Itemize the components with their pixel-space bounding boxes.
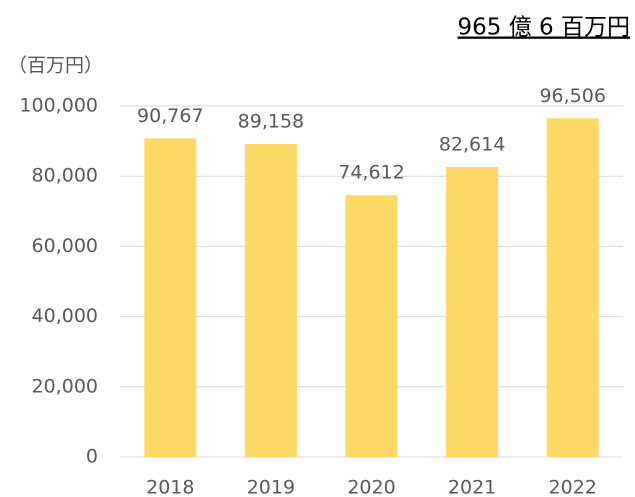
chart-title: 965 億 6 百万円 <box>458 15 630 41</box>
bar <box>144 138 197 457</box>
y-tick-label: 100,000 <box>19 95 98 117</box>
x-tick-label: 2019 <box>247 477 295 497</box>
y-tick-label: 80,000 <box>32 165 98 187</box>
y-tick-label: 0 <box>86 446 98 468</box>
bar <box>244 144 297 457</box>
value-label: 74,612 <box>338 162 404 184</box>
y-tick-label: 20,000 <box>32 375 98 397</box>
value-label: 96,506 <box>539 85 605 107</box>
bar <box>546 118 599 457</box>
value-label: 90,767 <box>137 105 203 127</box>
y-axis-label: （百万円） <box>8 55 103 77</box>
y-tick-label: 60,000 <box>32 235 98 257</box>
x-tick-label: 2021 <box>448 477 496 497</box>
x-tick-label: 2022 <box>549 477 597 497</box>
x-tick-label: 2018 <box>146 477 194 497</box>
bar <box>446 167 499 458</box>
x-tick-label: 2020 <box>347 477 395 497</box>
value-label: 89,158 <box>238 111 304 133</box>
bar <box>345 195 398 457</box>
value-label: 82,614 <box>439 134 505 156</box>
y-tick-label: 40,000 <box>32 305 98 327</box>
